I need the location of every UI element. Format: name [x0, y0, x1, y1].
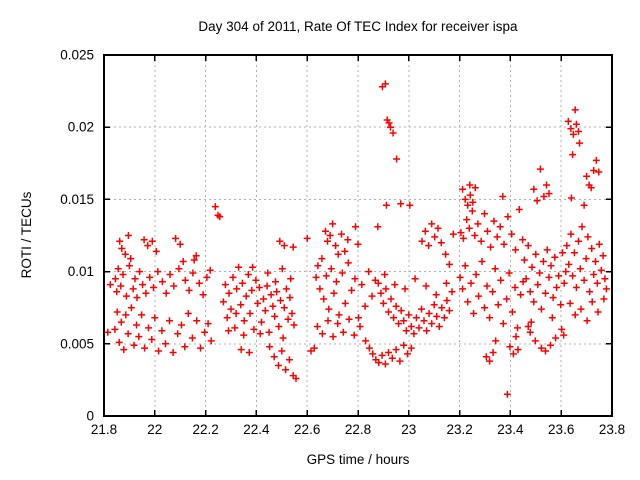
x-tick-label: 23.4 — [497, 422, 524, 437]
x-tick-label: 21.8 — [91, 422, 117, 437]
x-tick-label: 23.8 — [599, 422, 625, 437]
x-tick-label: 22 — [147, 422, 162, 437]
y-tick-label: 0.025 — [60, 48, 94, 63]
grid-lines — [104, 55, 612, 416]
y-tick-label: 0.015 — [60, 192, 94, 207]
tick-labels: 21.8 22 22.2 22.4 22.6 22.8 23 23.2 23.4 23.6 23.8… — [60, 48, 625, 438]
x-tick-label: 22.4 — [243, 422, 270, 437]
scatter-plus-markers — [104, 80, 610, 398]
y-axis-label: ROTI / TECUs — [19, 191, 34, 278]
y-tick-label: 0.01 — [68, 264, 94, 279]
x-tick-label: 23.6 — [548, 422, 574, 437]
x-tick-label: 22.2 — [192, 422, 218, 437]
x-tick-label: 23 — [401, 422, 416, 437]
y-tick-label: 0 — [86, 409, 94, 424]
y-tick-label: 0.005 — [60, 336, 94, 351]
chart-title: Day 304 of 2011, Rate Of TEC Index for r… — [198, 19, 518, 34]
x-axis-label: GPS time / hours — [307, 452, 410, 467]
x-tick-label: 23.2 — [446, 422, 472, 437]
y-tick-label: 0.02 — [68, 120, 94, 135]
data-points — [104, 80, 610, 398]
axis-ticks — [103, 54, 613, 417]
x-tick-label: 22.6 — [294, 422, 320, 437]
x-tick-label: 22.8 — [345, 422, 371, 437]
